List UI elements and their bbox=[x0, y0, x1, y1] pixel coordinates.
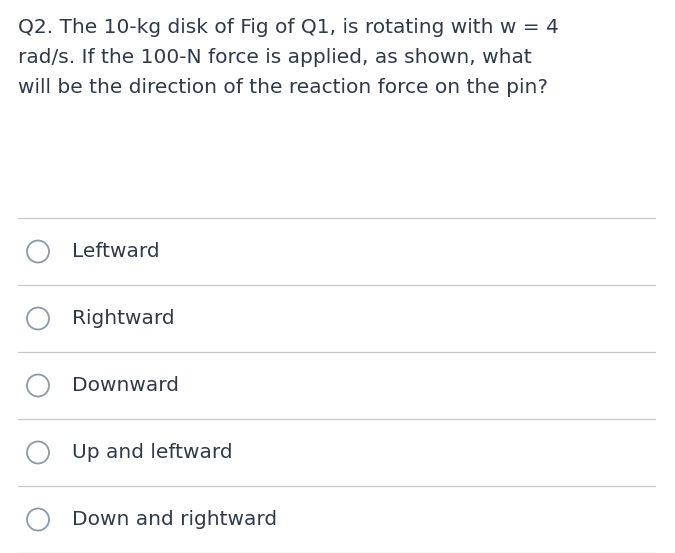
Text: Rightward: Rightward bbox=[72, 309, 175, 328]
Text: Down and rightward: Down and rightward bbox=[72, 510, 277, 529]
Text: will be the direction of the reaction force on the pin?: will be the direction of the reaction fo… bbox=[18, 78, 548, 97]
Text: Leftward: Leftward bbox=[72, 242, 159, 261]
Text: Q2. The 10-kg disk of Fig of Q1, is rotating with w = 4: Q2. The 10-kg disk of Fig of Q1, is rota… bbox=[18, 18, 559, 37]
Text: rad/s. If the 100-N force is applied, as shown, what: rad/s. If the 100-N force is applied, as… bbox=[18, 48, 532, 67]
Text: Downward: Downward bbox=[72, 376, 179, 395]
Text: Up and leftward: Up and leftward bbox=[72, 443, 233, 462]
